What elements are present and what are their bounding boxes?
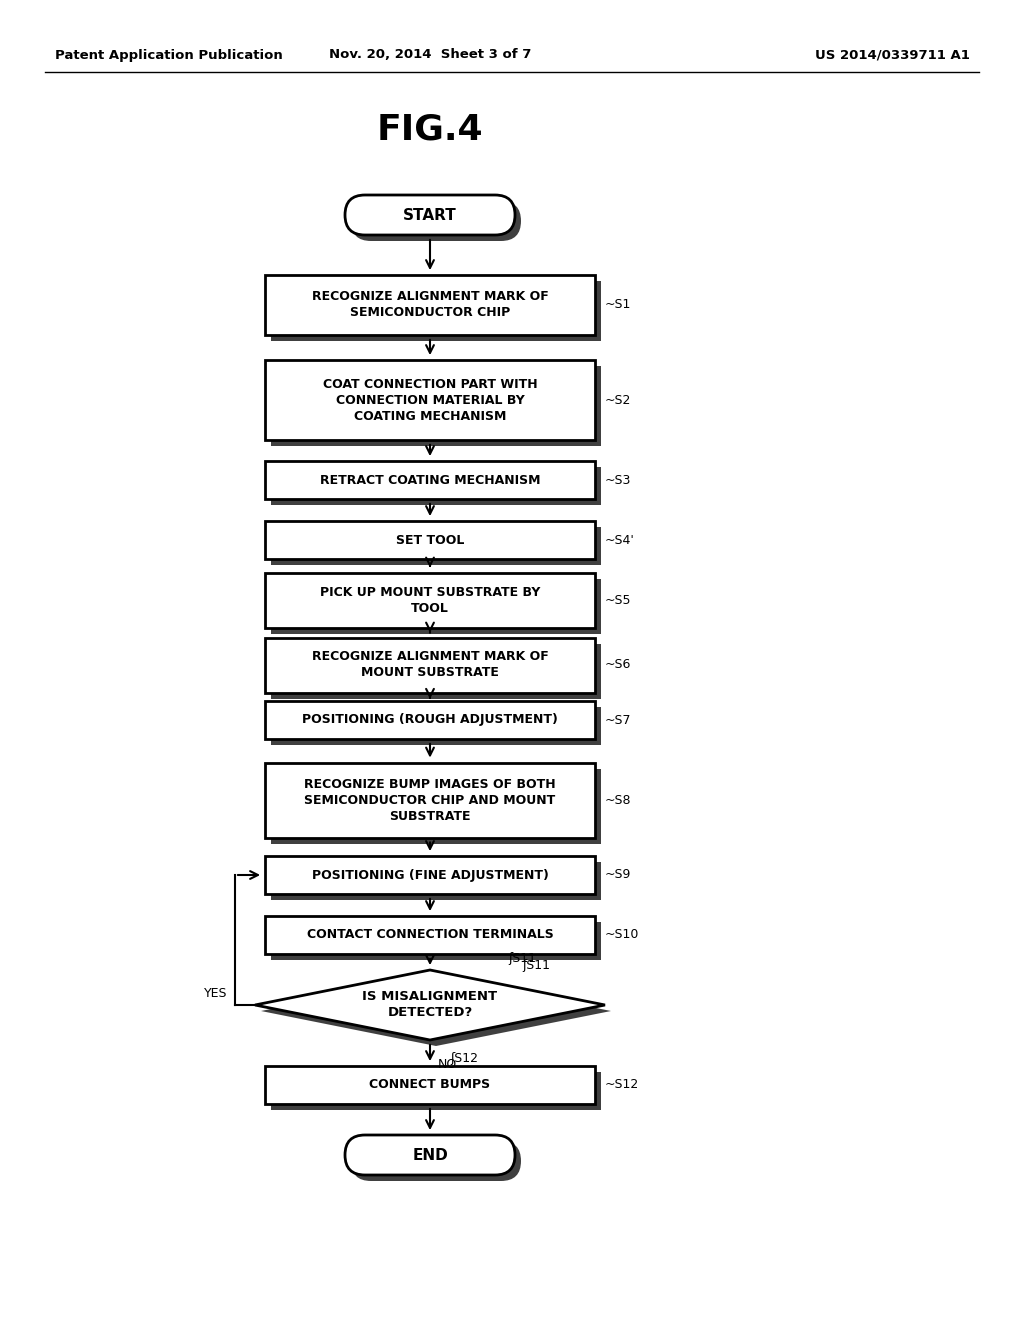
Text: POSITIONING (ROUGH ADJUSTMENT): POSITIONING (ROUGH ADJUSTMENT) (302, 714, 558, 726)
Text: US 2014/0339711 A1: US 2014/0339711 A1 (815, 49, 970, 62)
Bar (271, 1072, 601, 1110)
Bar (271, 921, 601, 960)
Text: ʃS12: ʃS12 (450, 1052, 478, 1065)
Text: ~S5: ~S5 (605, 594, 632, 606)
Polygon shape (261, 975, 611, 1045)
Text: CONNECT BUMPS: CONNECT BUMPS (370, 1078, 490, 1092)
Text: ~S12: ~S12 (605, 1078, 639, 1092)
Polygon shape (255, 970, 605, 1040)
Text: RETRACT COATING MECHANISM: RETRACT COATING MECHANISM (319, 474, 541, 487)
Text: ~S2: ~S2 (605, 393, 632, 407)
Bar (265, 521, 595, 558)
Text: Patent Application Publication: Patent Application Publication (55, 49, 283, 62)
Text: IS MISALIGNMENT
DETECTED?: IS MISALIGNMENT DETECTED? (362, 990, 498, 1019)
Bar (271, 768, 601, 843)
Bar (271, 578, 601, 634)
Text: ʃS11: ʃS11 (509, 952, 537, 965)
Text: Nov. 20, 2014  Sheet 3 of 7: Nov. 20, 2014 Sheet 3 of 7 (329, 49, 531, 62)
Bar (265, 855, 595, 894)
Bar (271, 527, 601, 565)
FancyBboxPatch shape (345, 1135, 515, 1175)
Text: YES: YES (204, 987, 227, 1001)
Text: NO: NO (438, 1059, 458, 1071)
Bar (271, 281, 601, 341)
Text: POSITIONING (FINE ADJUSTMENT): POSITIONING (FINE ADJUSTMENT) (311, 869, 549, 882)
Text: END: END (412, 1147, 447, 1163)
Text: START: START (403, 207, 457, 223)
FancyBboxPatch shape (345, 195, 515, 235)
Text: RECOGNIZE BUMP IMAGES OF BOTH
SEMICONDUCTOR CHIP AND MOUNT
SUBSTRATE: RECOGNIZE BUMP IMAGES OF BOTH SEMICONDUC… (304, 777, 556, 822)
Bar (265, 360, 595, 440)
Bar (271, 708, 601, 744)
Bar (271, 644, 601, 698)
Text: RECOGNIZE ALIGNMENT MARK OF
MOUNT SUBSTRATE: RECOGNIZE ALIGNMENT MARK OF MOUNT SUBSTR… (311, 651, 549, 680)
Bar (265, 916, 595, 954)
Bar (265, 763, 595, 837)
Text: FIG.4: FIG.4 (377, 114, 483, 147)
Bar (265, 638, 595, 693)
Bar (265, 701, 595, 739)
Bar (265, 461, 595, 499)
Text: PICK UP MOUNT SUBSTRATE BY
TOOL: PICK UP MOUNT SUBSTRATE BY TOOL (319, 586, 541, 615)
Text: ʃS11: ʃS11 (522, 960, 551, 972)
Bar (265, 1067, 595, 1104)
Text: ~S9: ~S9 (605, 869, 632, 882)
Text: ~S3: ~S3 (605, 474, 632, 487)
Bar (271, 366, 601, 446)
Text: RECOGNIZE ALIGNMENT MARK OF
SEMICONDUCTOR CHIP: RECOGNIZE ALIGNMENT MARK OF SEMICONDUCTO… (311, 290, 549, 319)
FancyBboxPatch shape (351, 1140, 521, 1181)
Text: ~S10: ~S10 (605, 928, 639, 941)
Text: ~S1: ~S1 (605, 298, 632, 312)
Bar (271, 862, 601, 900)
Text: ~S4': ~S4' (605, 533, 635, 546)
FancyBboxPatch shape (351, 201, 521, 242)
Text: ~S6: ~S6 (605, 659, 632, 672)
Text: ~S7: ~S7 (605, 714, 632, 726)
Bar (265, 573, 595, 627)
Bar (265, 275, 595, 335)
Text: SET TOOL: SET TOOL (396, 533, 464, 546)
Text: COAT CONNECTION PART WITH
CONNECTION MATERIAL BY
COATING MECHANISM: COAT CONNECTION PART WITH CONNECTION MAT… (323, 378, 538, 422)
Text: CONTACT CONNECTION TERMINALS: CONTACT CONNECTION TERMINALS (306, 928, 553, 941)
Text: ~S8: ~S8 (605, 793, 632, 807)
Bar (271, 467, 601, 506)
